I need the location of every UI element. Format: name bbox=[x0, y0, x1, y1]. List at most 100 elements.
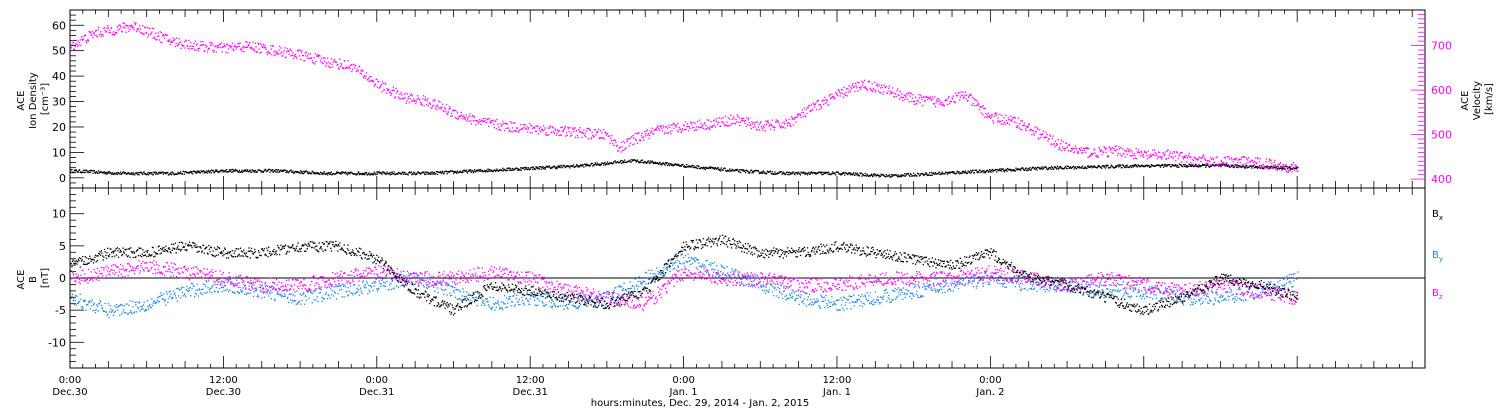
velocity-point bbox=[510, 131, 512, 133]
velocity-point bbox=[1086, 147, 1088, 149]
velocity-point bbox=[537, 133, 540, 135]
density-point bbox=[796, 171, 798, 174]
velocity-point bbox=[959, 96, 961, 98]
velocity-point bbox=[1102, 151, 1104, 153]
density-point bbox=[1116, 165, 1119, 167]
density-point bbox=[928, 174, 930, 176]
velocity-point bbox=[1141, 155, 1144, 157]
velocity-point bbox=[245, 46, 248, 49]
velocity-point bbox=[295, 56, 297, 58]
velocity-point bbox=[538, 127, 540, 130]
density-point bbox=[383, 171, 385, 173]
by-point bbox=[603, 295, 605, 297]
by-point bbox=[177, 287, 179, 289]
density-point bbox=[1249, 165, 1251, 167]
by-point bbox=[81, 307, 83, 310]
by-point bbox=[263, 296, 265, 298]
velocity-point bbox=[1217, 165, 1220, 167]
velocity-point bbox=[663, 126, 665, 129]
density-point bbox=[911, 175, 913, 177]
density-point bbox=[558, 166, 560, 168]
velocity-point bbox=[504, 122, 506, 125]
density-point bbox=[805, 172, 807, 174]
by-point bbox=[668, 267, 671, 269]
density-point bbox=[1076, 168, 1078, 170]
velocity-point bbox=[380, 84, 382, 86]
velocity-point bbox=[516, 127, 518, 129]
density-point bbox=[688, 165, 690, 167]
velocity-point bbox=[1195, 158, 1197, 160]
velocity-point bbox=[904, 98, 906, 101]
by-point bbox=[722, 266, 724, 268]
density-point bbox=[1157, 165, 1160, 167]
density-point bbox=[965, 172, 967, 174]
velocity-point bbox=[660, 125, 662, 128]
velocity-point bbox=[1265, 161, 1267, 163]
velocity-point bbox=[628, 138, 630, 140]
by-point bbox=[138, 302, 140, 304]
velocity-point bbox=[747, 119, 749, 121]
density-point bbox=[393, 171, 395, 173]
b-field-tick-label: 0 bbox=[59, 272, 66, 285]
density-point bbox=[342, 171, 345, 174]
velocity-point bbox=[1099, 151, 1101, 153]
by-point bbox=[179, 289, 181, 291]
density-point bbox=[523, 167, 525, 169]
velocity-point bbox=[1118, 146, 1120, 148]
velocity-point bbox=[204, 50, 206, 52]
density-point bbox=[845, 172, 848, 175]
by-point bbox=[108, 316, 110, 319]
density-point bbox=[110, 172, 112, 174]
velocity-point bbox=[975, 99, 977, 101]
density-point bbox=[856, 172, 859, 174]
velocity-point bbox=[487, 117, 489, 119]
density-point bbox=[963, 171, 965, 173]
velocity-point bbox=[490, 120, 492, 122]
density-point bbox=[107, 171, 109, 173]
density-point bbox=[619, 160, 621, 163]
density-point bbox=[901, 174, 903, 176]
velocity-point bbox=[842, 96, 844, 98]
velocity-point bbox=[489, 121, 491, 123]
velocity-point bbox=[86, 40, 88, 42]
density-point bbox=[895, 174, 897, 176]
velocity-point bbox=[449, 107, 451, 110]
by-point bbox=[114, 310, 116, 313]
by-point bbox=[595, 301, 597, 304]
velocity-point bbox=[658, 129, 660, 131]
velocity-point bbox=[542, 130, 544, 132]
velocity-point bbox=[715, 120, 717, 123]
velocity-point bbox=[511, 122, 513, 124]
velocity-point bbox=[479, 120, 481, 123]
velocity-point bbox=[576, 130, 578, 132]
by-point bbox=[509, 295, 511, 298]
by-point bbox=[549, 294, 551, 296]
velocity-point bbox=[668, 124, 670, 126]
density-point bbox=[1258, 166, 1260, 169]
density-point bbox=[1053, 168, 1055, 171]
velocity-point bbox=[369, 76, 371, 78]
by-point bbox=[503, 303, 505, 305]
density-point bbox=[971, 170, 973, 173]
velocity-point bbox=[562, 130, 564, 133]
density-point bbox=[71, 171, 74, 173]
density-point bbox=[144, 173, 147, 175]
density-point bbox=[813, 171, 815, 174]
velocity-point bbox=[160, 32, 163, 34]
velocity-point bbox=[856, 87, 858, 89]
velocity-point bbox=[273, 54, 276, 57]
by-point bbox=[681, 254, 683, 256]
velocity-point bbox=[412, 100, 414, 102]
by-point bbox=[349, 285, 352, 287]
velocity-point bbox=[440, 107, 442, 109]
velocity-point bbox=[207, 48, 209, 51]
density-point bbox=[201, 171, 203, 173]
density-point bbox=[1233, 166, 1235, 169]
velocity-point bbox=[109, 29, 111, 31]
velocity-point bbox=[293, 57, 295, 60]
by-point bbox=[642, 281, 644, 283]
velocity-point bbox=[860, 88, 862, 90]
density-point bbox=[1240, 166, 1243, 168]
velocity-point bbox=[1037, 128, 1039, 130]
velocity-point bbox=[186, 45, 188, 47]
